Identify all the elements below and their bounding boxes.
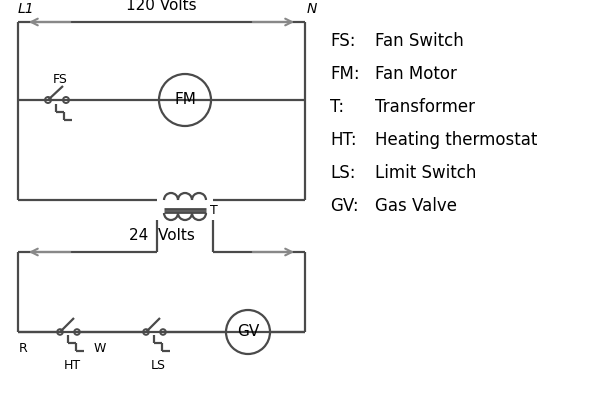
Text: T: T	[210, 204, 218, 217]
Text: Fan Motor: Fan Motor	[375, 65, 457, 83]
Text: FM:: FM:	[330, 65, 360, 83]
Text: FS:: FS:	[330, 32, 356, 50]
Text: Gas Valve: Gas Valve	[375, 197, 457, 215]
Text: Heating thermostat: Heating thermostat	[375, 131, 537, 149]
Text: HT:: HT:	[330, 131, 356, 149]
Text: Limit Switch: Limit Switch	[375, 164, 476, 182]
Text: N: N	[307, 2, 317, 16]
Text: W: W	[94, 342, 106, 355]
Text: 120 Volts: 120 Volts	[126, 0, 197, 13]
Text: Fan Switch: Fan Switch	[375, 32, 464, 50]
Text: 24  Volts: 24 Volts	[129, 228, 195, 243]
Text: FS: FS	[53, 73, 68, 86]
Text: T:: T:	[330, 98, 344, 116]
Text: GV: GV	[237, 324, 259, 340]
Text: FM: FM	[174, 92, 196, 108]
Text: GV:: GV:	[330, 197, 359, 215]
Text: L1: L1	[18, 2, 35, 16]
Text: R: R	[19, 342, 28, 355]
Text: Transformer: Transformer	[375, 98, 475, 116]
Text: LS: LS	[150, 359, 166, 372]
Text: LS:: LS:	[330, 164, 356, 182]
Text: HT: HT	[64, 359, 81, 372]
